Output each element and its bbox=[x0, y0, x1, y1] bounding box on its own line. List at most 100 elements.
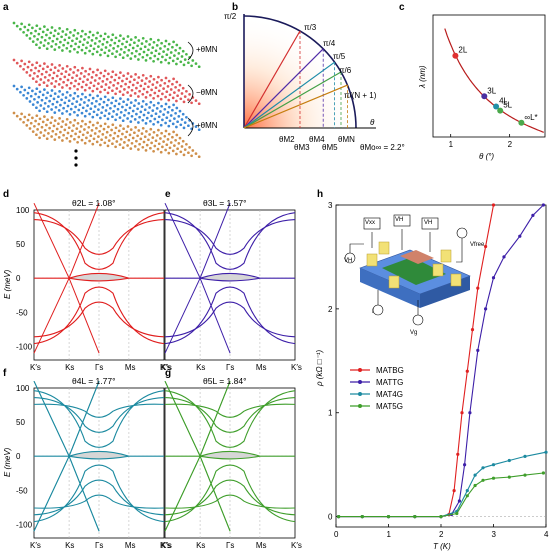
k-label: Γs bbox=[226, 541, 234, 550]
atom-dot bbox=[114, 145, 117, 149]
atom-dot bbox=[113, 131, 117, 135]
atom-dot bbox=[76, 50, 79, 54]
atom-dot bbox=[45, 84, 49, 88]
atom-dot bbox=[114, 73, 118, 77]
atom-dot bbox=[96, 68, 99, 72]
atom-dot bbox=[66, 78, 70, 82]
atom-dot bbox=[111, 142, 114, 146]
atom-dot bbox=[53, 85, 57, 88]
atom-dot bbox=[137, 121, 140, 124]
atom-dot bbox=[87, 35, 91, 39]
atom-dot bbox=[152, 149, 155, 153]
atom-dot bbox=[78, 103, 82, 107]
atom-dot bbox=[83, 38, 86, 41]
atom-dot bbox=[75, 74, 79, 77]
atom-dot bbox=[74, 132, 77, 136]
atom-dot bbox=[122, 100, 125, 104]
atom-dot bbox=[106, 91, 110, 95]
atom-dot bbox=[12, 21, 16, 25]
atom-dot bbox=[165, 90, 169, 94]
atom-dot bbox=[164, 129, 168, 133]
atom-dot bbox=[149, 127, 153, 131]
atom-dot bbox=[172, 103, 175, 107]
atom-dot bbox=[74, 79, 77, 83]
band-line bbox=[164, 218, 296, 255]
atom-dot bbox=[19, 117, 22, 121]
atom-dot bbox=[67, 99, 71, 103]
atom-dot bbox=[145, 90, 149, 94]
atom-dot bbox=[73, 91, 77, 95]
atom-dot bbox=[81, 29, 84, 33]
atom-dot bbox=[39, 78, 43, 81]
atom-dot bbox=[145, 143, 149, 147]
atom-dot bbox=[131, 83, 135, 87]
panel-label-b: b bbox=[232, 2, 238, 13]
atom-dot bbox=[168, 56, 172, 60]
atom-dot bbox=[175, 125, 178, 129]
dirac-band bbox=[68, 202, 100, 279]
atom-dot bbox=[144, 96, 148, 99]
atom-dot bbox=[151, 109, 155, 112]
atom-dot bbox=[91, 96, 95, 100]
atom-dot bbox=[72, 71, 75, 74]
legend-label: MAT5G bbox=[376, 402, 403, 411]
atom-dot bbox=[141, 92, 145, 96]
atom-dot bbox=[111, 52, 114, 56]
atom-dot bbox=[57, 136, 61, 139]
atom-dot bbox=[106, 117, 110, 121]
atom-dot bbox=[122, 37, 125, 41]
graphene-layer bbox=[12, 84, 201, 132]
atom-dot bbox=[78, 77, 82, 81]
contact-pad bbox=[388, 275, 400, 289]
atom-dot bbox=[23, 115, 27, 119]
atom-dot bbox=[53, 119, 57, 122]
atom-dot bbox=[84, 69, 87, 73]
atom-dot bbox=[130, 114, 134, 118]
atom-dot bbox=[68, 50, 72, 53]
atom-dot bbox=[67, 36, 71, 40]
atom-dot bbox=[38, 117, 42, 121]
atom-dot bbox=[150, 141, 153, 145]
atom-dot bbox=[65, 46, 69, 50]
atom-dot bbox=[153, 117, 157, 121]
atom-dot bbox=[43, 101, 47, 105]
atom-dot bbox=[90, 76, 94, 79]
atom-dot bbox=[185, 142, 188, 146]
atom-dot bbox=[124, 82, 127, 86]
atom-dot bbox=[77, 108, 81, 112]
atom-dot bbox=[86, 78, 89, 81]
atom-dot bbox=[133, 55, 137, 58]
atom-dot bbox=[165, 116, 169, 120]
voltage-source bbox=[456, 227, 468, 239]
atom-dot bbox=[57, 32, 60, 36]
atom-dot bbox=[109, 80, 112, 84]
atom-dot bbox=[81, 43, 85, 47]
atom-dot bbox=[93, 132, 97, 135]
panel-g-band-structure: θ5L = 1.84° K′s Ks Γs Ms K′s bbox=[161, 376, 302, 550]
atom-dot bbox=[123, 141, 126, 144]
atom-dot bbox=[139, 110, 143, 114]
data-point bbox=[491, 463, 496, 467]
device-inset: VH Vxx VH I Vfree VH Vg bbox=[344, 214, 485, 336]
atom-dot bbox=[55, 74, 59, 78]
atom-dot bbox=[47, 79, 50, 82]
angle-ray bbox=[243, 71, 342, 129]
x-tick-label: 0 bbox=[334, 530, 339, 539]
legend-label: MATTG bbox=[376, 378, 403, 387]
voltmeter-box bbox=[363, 217, 381, 230]
atom-dot bbox=[35, 87, 39, 91]
atom-dot bbox=[156, 120, 160, 124]
atom-dot bbox=[53, 66, 57, 69]
atom-dot bbox=[137, 129, 141, 132]
atom-dot bbox=[53, 48, 57, 51]
data-point bbox=[465, 369, 469, 373]
atom-dot bbox=[64, 70, 68, 73]
x-tick-label: 2 bbox=[439, 530, 444, 539]
atom-dot bbox=[69, 44, 73, 48]
atom-dot bbox=[140, 42, 144, 45]
atom-dot bbox=[104, 136, 108, 139]
atom-dot bbox=[43, 62, 46, 65]
atom-dot bbox=[103, 88, 107, 92]
atom-dot bbox=[159, 84, 162, 87]
atom-dot bbox=[48, 126, 51, 130]
